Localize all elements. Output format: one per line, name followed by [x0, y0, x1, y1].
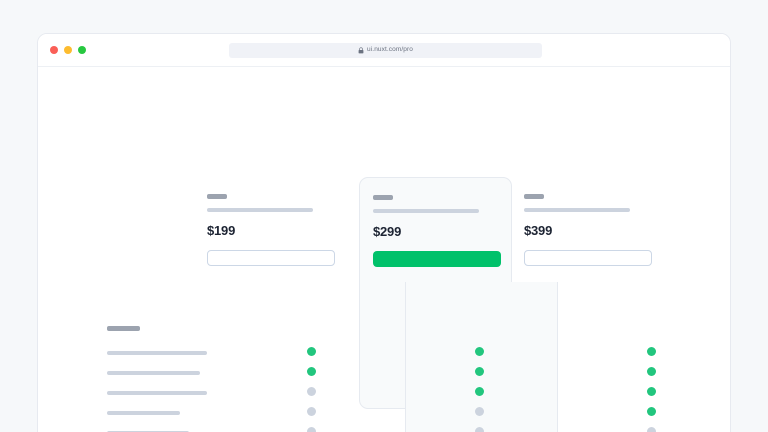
feature-included-icon: [475, 387, 484, 396]
feature-row: [38, 384, 730, 404]
plan-price: $399: [524, 223, 553, 238]
feature-label-skeleton: [107, 411, 180, 415]
page-viewport: $199 $299 $399: [38, 67, 730, 432]
address-bar[interactable]: ui.nuxt.com/pro: [229, 43, 542, 58]
feature-excluded-icon: [307, 407, 316, 416]
plan-cta-button[interactable]: [524, 250, 652, 266]
browser-titlebar: ui.nuxt.com/pro: [38, 34, 730, 67]
feature-label-skeleton: [107, 391, 207, 395]
feature-excluded-icon: [475, 427, 484, 432]
feature-included-icon: [475, 347, 484, 356]
feature-excluded-icon: [647, 427, 656, 432]
feature-label-skeleton: [107, 371, 200, 375]
plan-description-skeleton: [524, 208, 630, 212]
feature-row: [38, 344, 730, 364]
feature-row: [38, 424, 730, 432]
pricing-card-enterprise[interactable]: $399: [511, 177, 664, 409]
plan-cta-button[interactable]: [207, 250, 335, 266]
feature-included-icon: [647, 367, 656, 376]
traffic-lights: [50, 46, 86, 54]
feature-excluded-icon: [475, 407, 484, 416]
feature-included-icon: [647, 407, 656, 416]
address-bar-url: ui.nuxt.com/pro: [367, 46, 413, 54]
plan-price: $299: [373, 224, 402, 239]
pricing-card-starter[interactable]: $199: [207, 177, 360, 409]
plan-description-skeleton: [373, 209, 479, 213]
browser-window: ui.nuxt.com/pro $199 $299: [37, 33, 731, 432]
feature-row-list: [38, 344, 730, 432]
minimize-window-button[interactable]: [64, 46, 72, 54]
plan-name-skeleton: [373, 195, 393, 200]
feature-included-icon: [307, 347, 316, 356]
feature-excluded-icon: [307, 387, 316, 396]
plan-name-skeleton: [207, 194, 227, 199]
feature-row: [38, 404, 730, 424]
plan-name-skeleton: [524, 194, 544, 199]
feature-included-icon: [647, 347, 656, 356]
lock-icon: [358, 47, 364, 54]
feature-label-skeleton: [107, 351, 207, 355]
feature-excluded-icon: [307, 427, 316, 432]
feature-included-icon: [307, 367, 316, 376]
feature-section-heading-skeleton: [107, 326, 140, 331]
maximize-window-button[interactable]: [78, 46, 86, 54]
feature-row: [38, 364, 730, 384]
feature-included-icon: [647, 387, 656, 396]
plan-cta-button[interactable]: [373, 251, 501, 267]
feature-included-icon: [475, 367, 484, 376]
close-window-button[interactable]: [50, 46, 58, 54]
plan-description-skeleton: [207, 208, 313, 212]
plan-price: $199: [207, 223, 236, 238]
feature-comparison-table: [38, 282, 730, 432]
pricing-cards-row: $199 $299 $399: [207, 177, 680, 409]
